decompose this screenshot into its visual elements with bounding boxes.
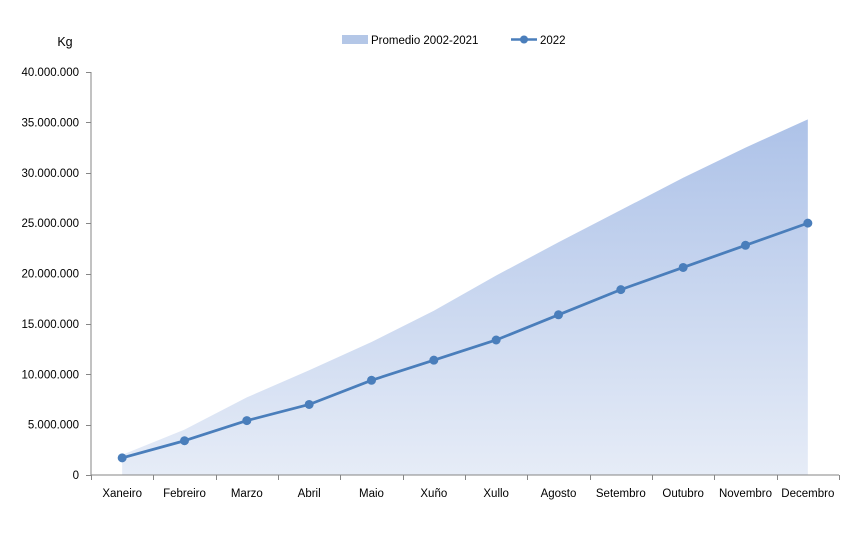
series-line <box>120 221 810 460</box>
x-axis-tick-labels: Xaneiro Febreiro Marzo Abril Maio Xuño Xullo Ag… <box>102 488 834 500</box>
data-point <box>242 416 252 426</box>
data-point <box>616 285 626 295</box>
data-point <box>117 453 127 463</box>
line-series-2022 <box>117 218 813 463</box>
x-tick-label: Maio <box>359 488 384 500</box>
area-fill <box>122 119 808 475</box>
y-tick-label: 10.000.000 <box>21 369 79 381</box>
y-tick-label: 20.000.000 <box>21 269 79 281</box>
x-tick-label: Setembro <box>596 488 646 500</box>
y-tick-label: 15.000.000 <box>21 319 79 331</box>
x-tick-label: Decembro <box>781 488 834 500</box>
x-tick-label: Marzo <box>231 488 263 500</box>
y-axis-tick-labels: 0 5.000.000 10.000.000 15.000.000 20.000.000… <box>21 67 79 482</box>
legend: Promedio 2002-2021 2022 <box>342 35 566 47</box>
x-tick-label: Xuño <box>420 488 447 500</box>
data-point <box>429 355 439 365</box>
area-series-average <box>122 119 808 475</box>
y-tick-label: 35.000.000 <box>21 117 79 129</box>
axes <box>86 72 840 480</box>
x-tick-label: Xullo <box>483 488 509 500</box>
legend-area-swatch <box>342 35 368 44</box>
data-point <box>678 262 688 272</box>
legend-marker <box>520 35 528 44</box>
data-point <box>741 240 750 250</box>
x-tick-label: Novembro <box>719 488 772 500</box>
data-point <box>491 335 501 345</box>
legend-label-2022: 2022 <box>540 35 566 47</box>
x-tick-label: Abril <box>298 488 321 500</box>
data-point <box>554 310 563 320</box>
data-point <box>304 399 314 409</box>
y-tick-label: 5.000.000 <box>28 420 79 432</box>
y-tick-label: 0 <box>73 470 79 482</box>
data-point <box>180 436 189 446</box>
x-tick-label: Xaneiro <box>102 488 142 500</box>
y-tick-label: 40.000.000 <box>21 67 79 79</box>
y-tick-label: 30.000.000 <box>21 168 79 180</box>
y-axis-unit-label: Kg <box>57 35 72 49</box>
y-tick-label: 25.000.000 <box>21 218 79 230</box>
data-point <box>367 375 376 385</box>
x-tick-label: Febreiro <box>163 488 206 500</box>
x-tick-label: Agosto <box>541 488 577 500</box>
x-tick-label: Outubro <box>662 488 704 500</box>
legend-label-average: Promedio 2002-2021 <box>371 35 478 47</box>
data-point <box>803 218 813 228</box>
